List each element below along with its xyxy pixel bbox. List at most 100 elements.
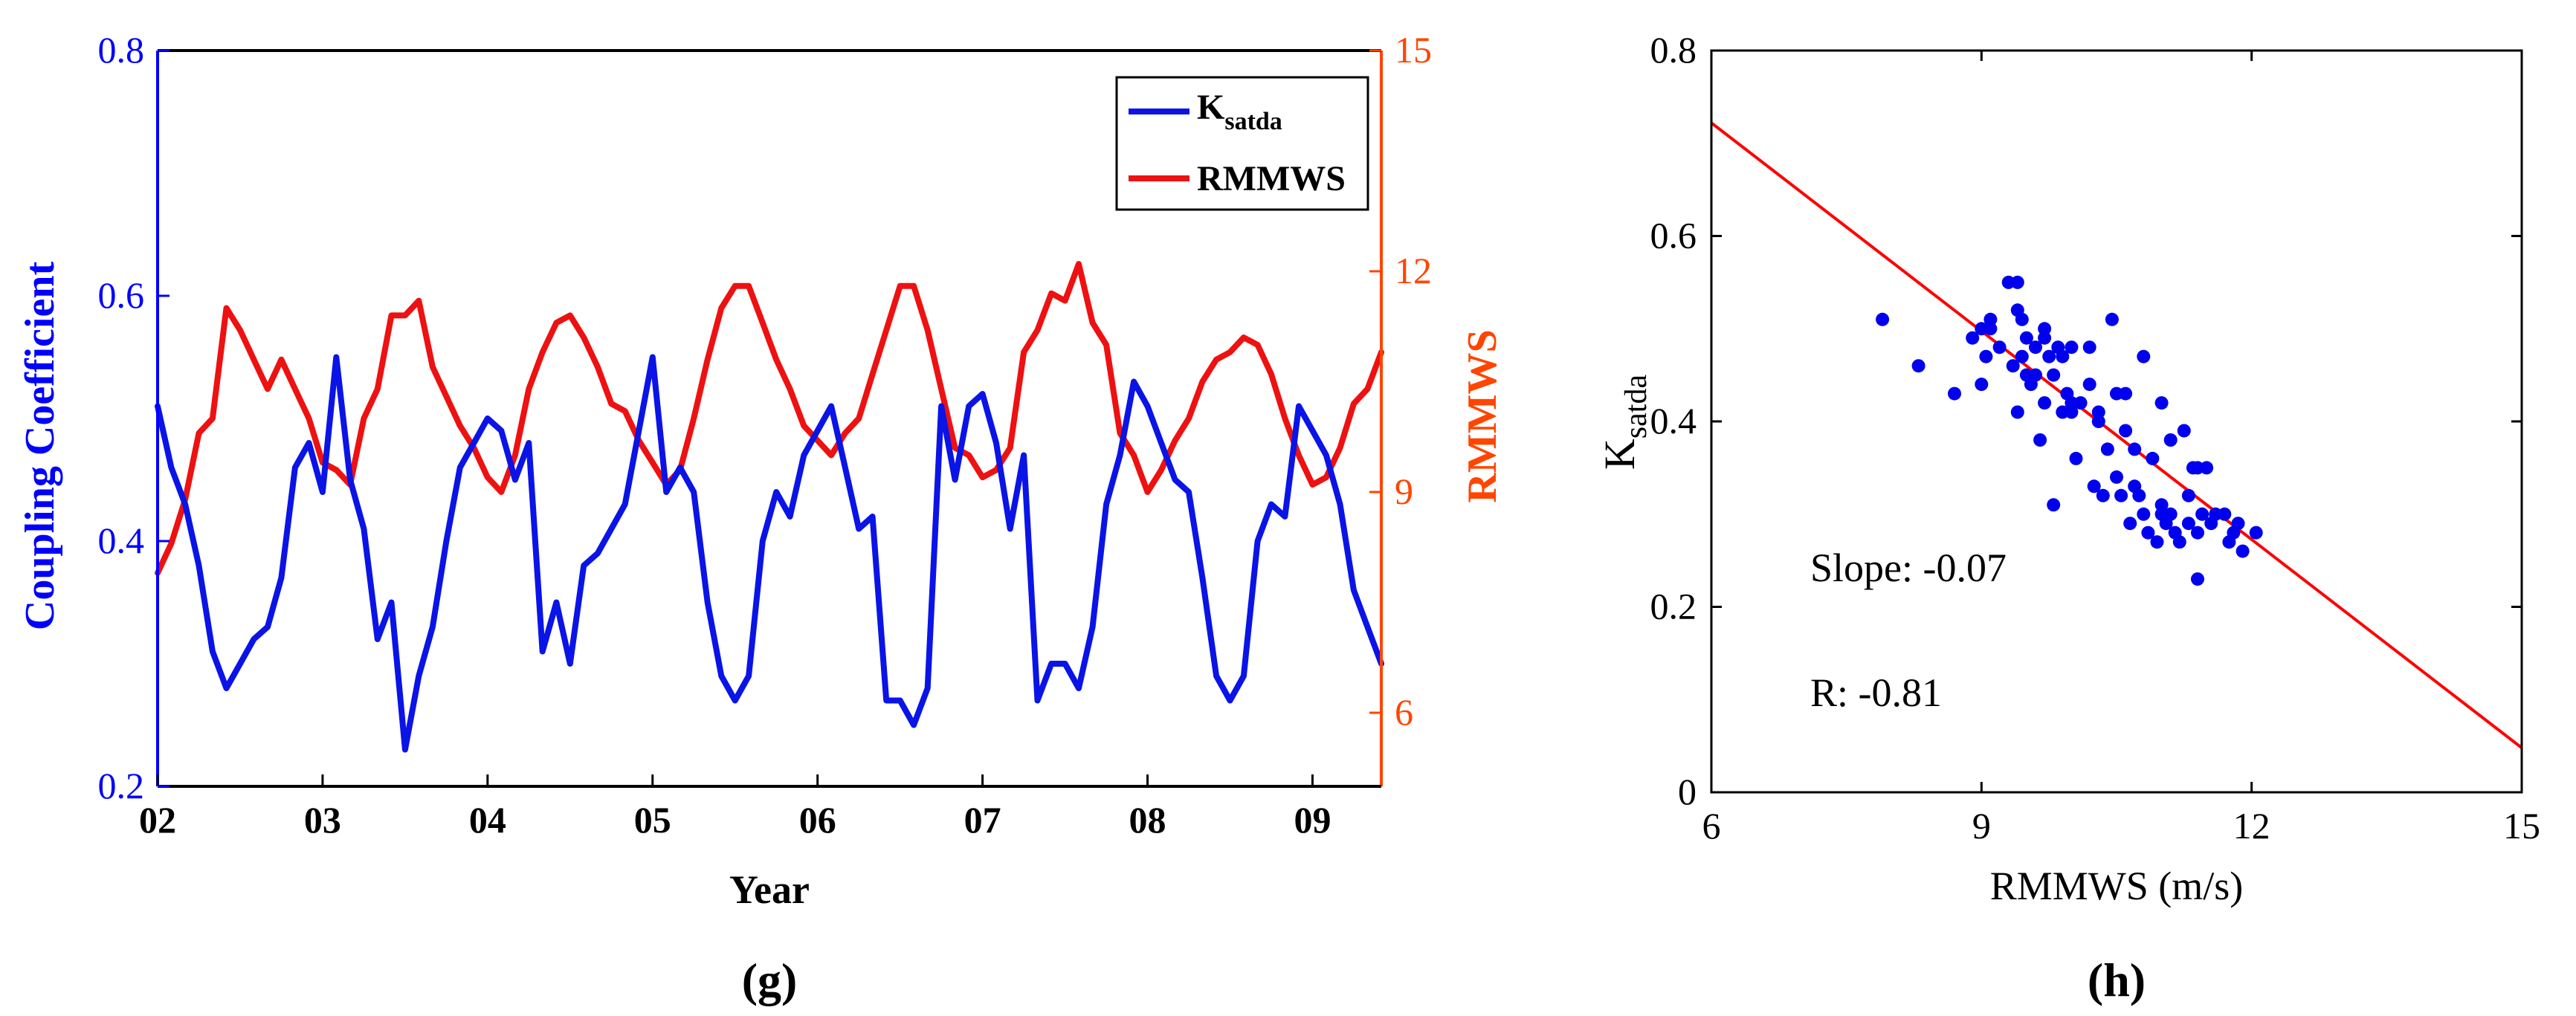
g-left-tick-label: 0.2 [98,765,145,806]
h-scatter-point [2200,461,2214,475]
g-right-tick-label: 6 [1395,691,1413,733]
h-scatter-point [2154,498,2169,512]
h-scatter-point [2191,572,2204,586]
h-scatter-point [2010,275,2024,289]
h-scatter-point [1983,322,1998,336]
h-scatter-point [1966,331,1980,345]
h-scatter-point [1876,312,1890,326]
h-scatter-point [2091,405,2105,419]
h-xlabel: RMMWS (m/s) [1990,864,2244,908]
g-ylabel-left: Coupling Coefficient [17,262,63,631]
g-ticks-layer: 02 03 04 05 06 07 08 09 0.2 0.4 0.6 0.8 6 9 12 15 [98,29,1433,841]
h-slope-annotation: Slope: -0.07 [1810,546,2007,590]
h-scatter-point [2119,386,2133,401]
h-scatter-point [2150,535,2164,549]
g-legend-k-label: Ksatda [1197,88,1282,135]
h-scatter-point [2105,312,2119,326]
g-x-tick-label: 07 [964,799,1001,841]
h-scatter-point [2123,517,2137,531]
h-scatter-point [2110,470,2123,484]
g-legend-box [1115,76,1369,211]
h-ylabel-sub: satda [1619,375,1653,439]
h-scatter-point [2249,525,2263,540]
h-marks-layer [1711,121,2522,749]
h-scatter-point [2033,433,2047,447]
h-r-annotation: R: -0.81 [1810,670,1942,715]
h-scatter-point [2231,517,2245,531]
g-x-tick-label: 02 [139,799,176,841]
h-x-tick-label: 6 [1702,805,1721,847]
g-left-tick-label: 0.4 [98,520,145,561]
h-scatter-point [1992,340,2007,355]
h-scatter-point [2029,368,2042,382]
g-series-layer [155,261,1384,753]
g-right-tick-label: 9 [1395,470,1413,512]
h-scatter-point [2010,405,2024,419]
h-y-tick-label: 0.4 [1650,400,1697,441]
h-scatter-point [2195,507,2209,521]
g-x-tick-label: 09 [1294,799,1331,841]
g-x-tick-label: 06 [799,799,836,841]
h-scatter-point [2177,424,2191,438]
h-scatter-point [2154,396,2169,410]
g-x-tick-label: 05 [634,799,671,841]
g-series-line-rmmws [155,261,1384,576]
h-scatter-point [2038,396,2052,410]
h-scatter-point [2056,349,2070,363]
h-scatter-point [2218,507,2232,521]
h-scatter-point [2082,340,2096,355]
h-scatter-point [1983,312,1998,326]
h-ylabel-main: K [1595,439,1644,470]
g-x-tick-label: 04 [469,799,506,841]
h-x-tick-label: 15 [2503,805,2540,847]
h-scatter-point [1975,378,1989,392]
h-scatter-point [2087,479,2101,494]
h-y-tick-label: 0.8 [1650,29,1697,71]
h-scatter-point [2141,525,2155,540]
g-legend-k-sub: satda [1224,108,1282,135]
g-x-tick-label: 03 [304,799,341,841]
h-scatter-point [2038,322,2052,336]
h-scatter-point [2015,312,2029,326]
h-scatter-point [2114,488,2128,502]
h-scatter-point [2128,442,2142,456]
h-scatter-point [2163,507,2178,521]
h-scatter-point [2091,415,2105,428]
h-scatter-point [2137,349,2151,363]
h-ylabel: Ksatda [1595,375,1653,470]
g-legend: Ksatda RMMWS [1115,76,1369,211]
h-scatter-point [2119,424,2133,438]
h-x-tick-label: 9 [1972,805,1991,847]
h-ticks-layer: 6 9 12 15 0 0.2 0.4 0.6 0.8 [1650,29,2541,847]
h-scatter-point [2038,331,2052,345]
h-scatter-point [1979,349,1993,363]
g-xlabel: Year [729,867,810,912]
g-right-tick-label: 12 [1395,250,1432,291]
g-x-tick-label: 08 [1129,799,1166,841]
h-scatter-point [2181,488,2195,502]
h-y-tick-label: 0.2 [1650,586,1697,627]
h-fit-line [1711,121,2522,749]
h-scatter-point [2137,507,2151,521]
h-scatter-point [2096,488,2110,502]
h-scatter-point [2236,544,2250,558]
panel-g-label: (g) [742,954,798,1006]
h-scatter-point [2181,517,2195,531]
panel-h-letter: h [2103,954,2130,1006]
h-scatter-point [2191,525,2204,540]
g-series-line-ksatda [155,354,1384,753]
g-right-tick-label: 15 [1395,29,1432,71]
h-scatter-point [2029,340,2042,355]
h-x-tick-label: 12 [2233,805,2270,847]
g-ylabel-right: RMMWS [1459,329,1505,502]
h-scatter-point [2065,405,2079,419]
h-scatter-point [2163,433,2178,447]
panel-h-scatter-chart: 6 9 12 15 0 0.2 0.4 0.6 0.8 Slope: -0.07 R: -0.8… [1595,29,2540,1006]
g-legend-k-main: K [1197,88,1224,127]
g-left-tick-label: 0.8 [98,29,145,71]
h-scatter-point [1948,386,1961,401]
h-ylabel-text: Ksatda [1595,375,1653,470]
h-scatter-point [2006,359,2020,373]
